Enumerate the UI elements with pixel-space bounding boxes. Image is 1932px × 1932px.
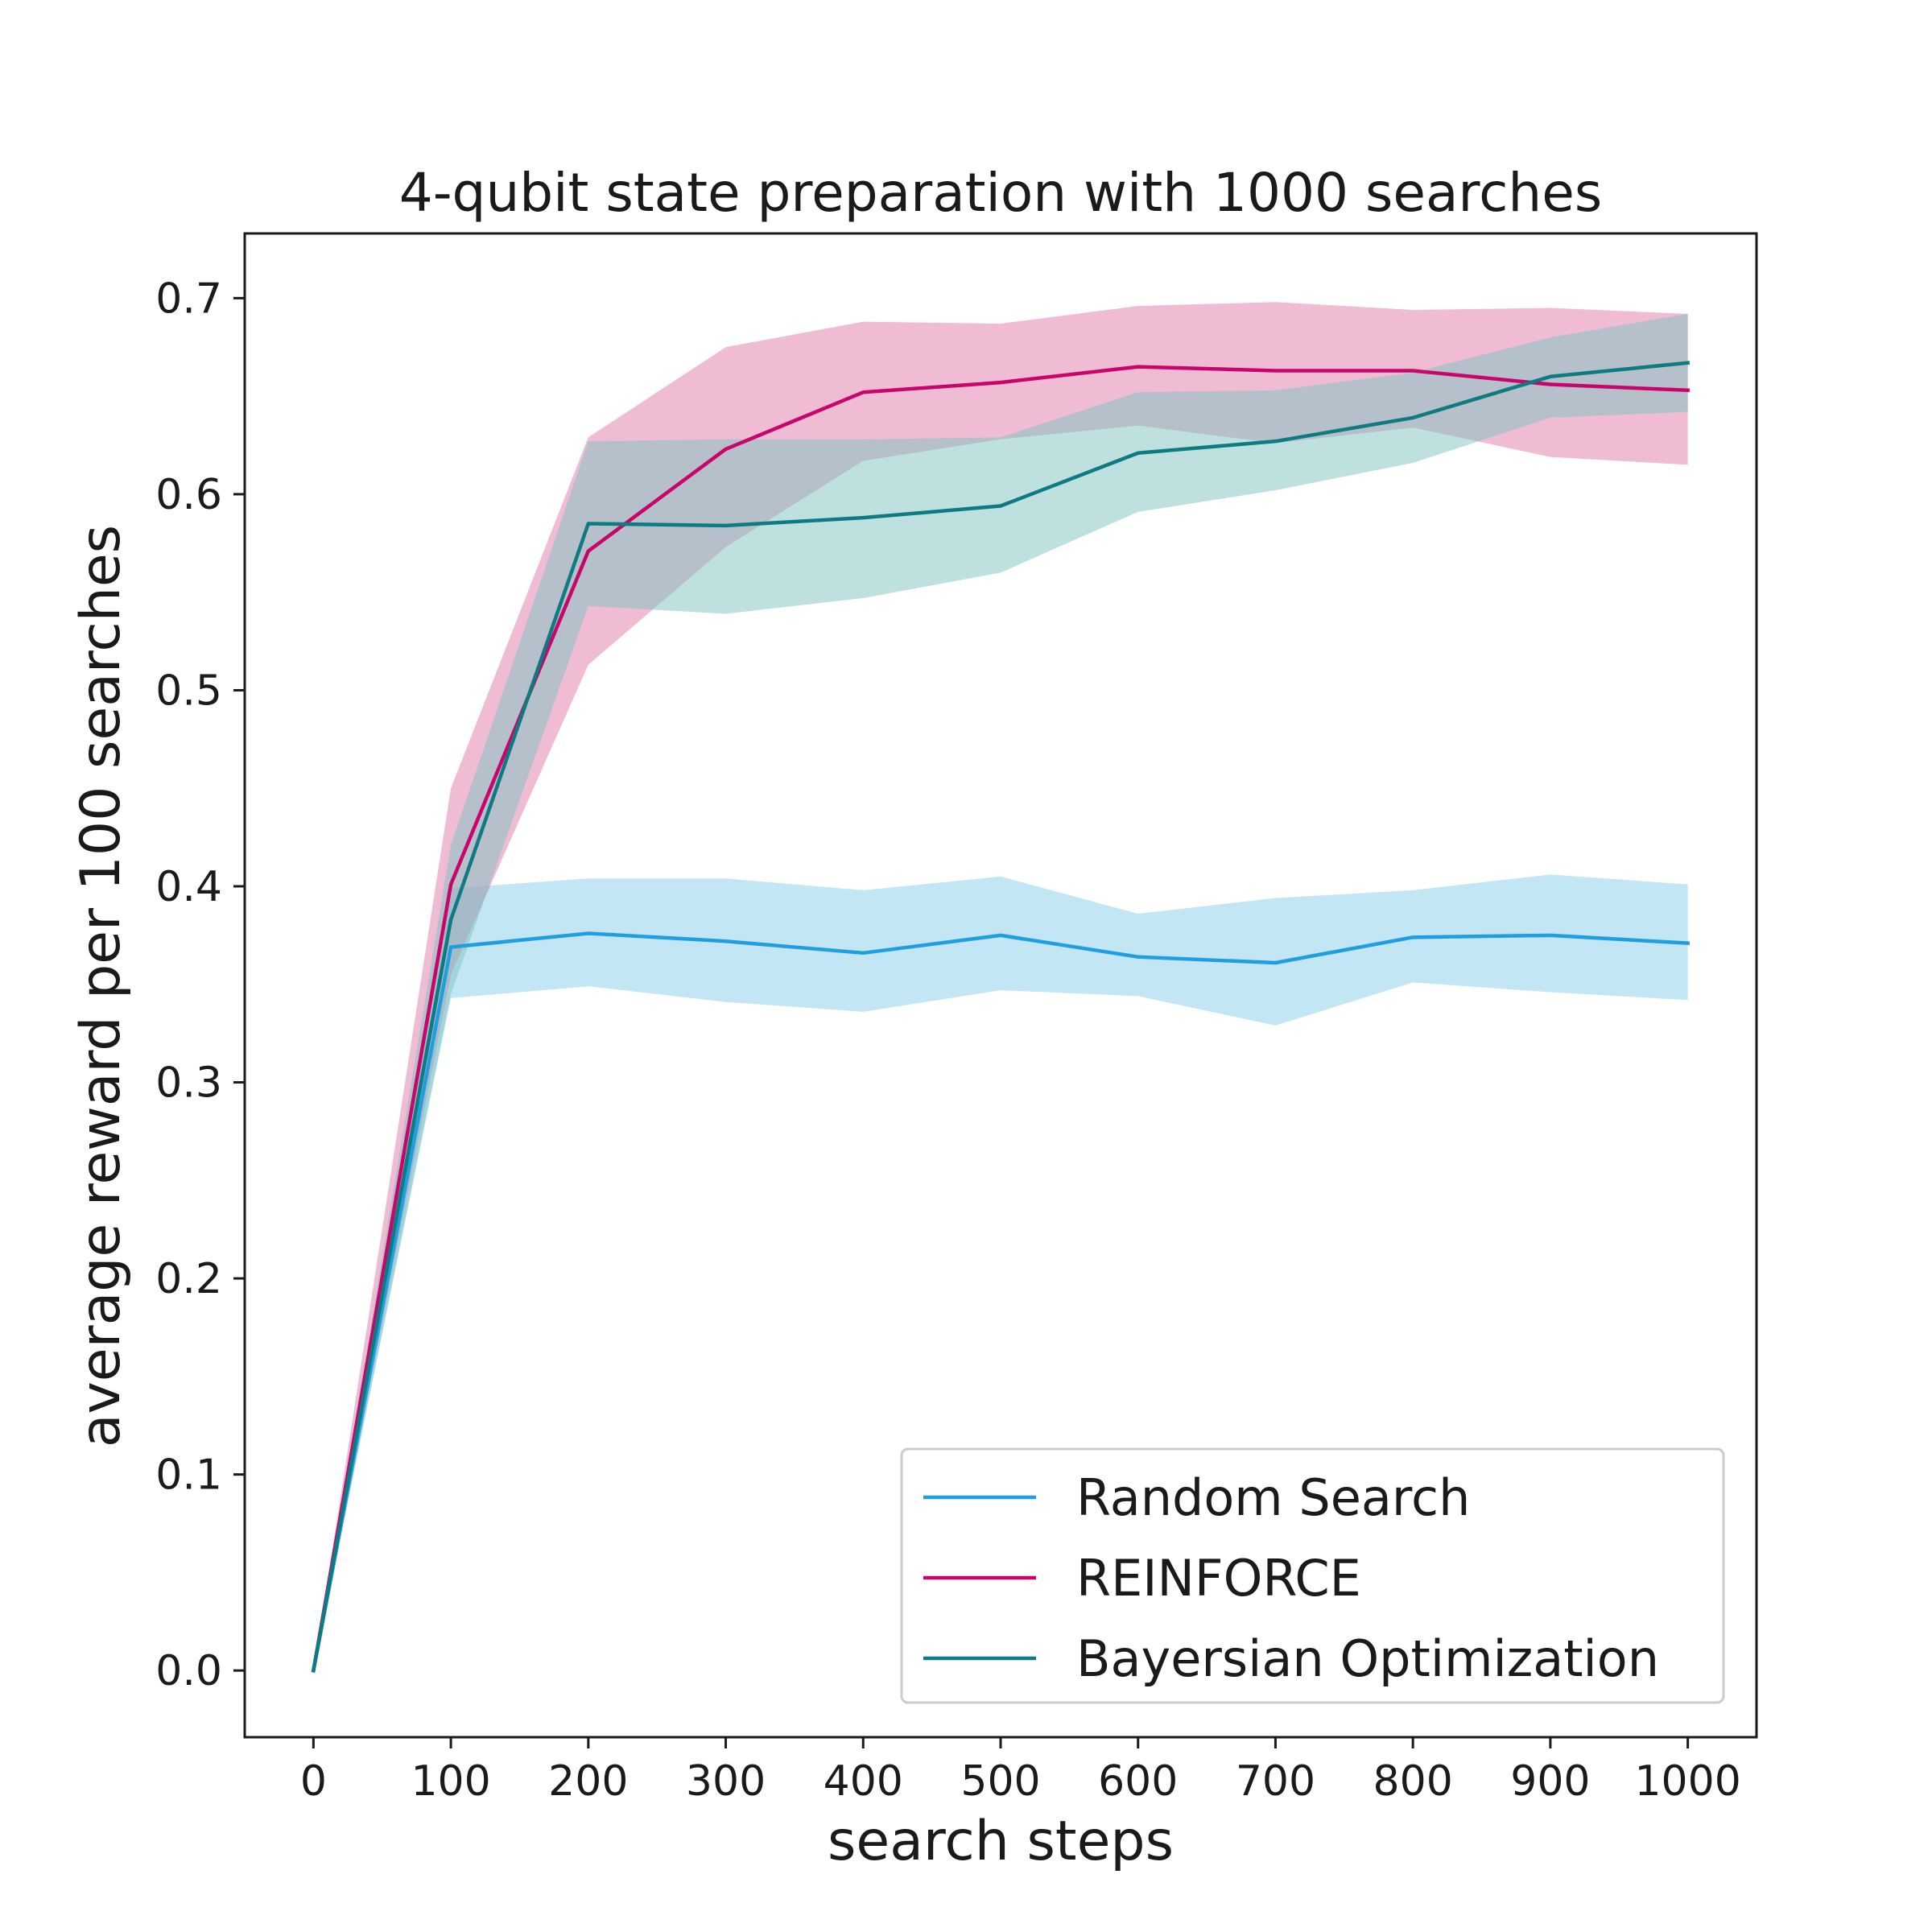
x-tick-label: 400 bbox=[824, 1757, 903, 1806]
x-axis-ticks: 0 100 200 300 400 500 600 700 800 900 1000 bbox=[300, 1737, 1741, 1806]
x-tick-label: 800 bbox=[1373, 1757, 1453, 1806]
x-axis-label: search steps bbox=[828, 1810, 1174, 1873]
legend: Random Search REINFORCE Bayersian Optimiza… bbox=[900, 1447, 1725, 1704]
y-axis-ticks: 0.0 0.1 0.2 0.3 0.4 0.5 0.6 0.7 bbox=[155, 275, 245, 1695]
y-tick-label: 0.2 bbox=[155, 1255, 222, 1303]
chart-title: 4-qubit state preparation with 1000 sear… bbox=[399, 162, 1602, 224]
y-tick-label: 0.0 bbox=[155, 1647, 222, 1695]
line-bayersian-optimization bbox=[311, 361, 1690, 1673]
x-tick-label: 600 bbox=[1098, 1757, 1178, 1806]
y-axis-label: average reward per 100 searches bbox=[69, 525, 133, 1447]
y-tick-label: 0.3 bbox=[155, 1059, 222, 1108]
y-tick-label: 0.1 bbox=[155, 1451, 222, 1500]
series-lines bbox=[311, 361, 1690, 1673]
legend-label: REINFORCE bbox=[1076, 1549, 1361, 1608]
legend-label: Bayersian Optimization bbox=[1076, 1629, 1659, 1688]
x-tick-label: 900 bbox=[1510, 1757, 1590, 1806]
x-tick-label: 700 bbox=[1236, 1757, 1315, 1806]
y-tick-label: 0.5 bbox=[155, 667, 222, 715]
x-tick-label: 100 bbox=[411, 1757, 490, 1806]
x-tick-label: 500 bbox=[960, 1757, 1040, 1806]
legend-label: Random Search bbox=[1076, 1468, 1470, 1527]
x-tick-label: 0 bbox=[300, 1757, 327, 1806]
line-reinforce bbox=[311, 365, 1690, 1673]
y-tick-label: 0.7 bbox=[155, 275, 222, 323]
y-tick-label: 0.6 bbox=[155, 471, 222, 519]
y-tick-label: 0.4 bbox=[155, 863, 222, 911]
x-tick-label: 200 bbox=[548, 1757, 628, 1806]
legend-box bbox=[900, 1447, 1725, 1704]
band-reinforce bbox=[313, 302, 1688, 1671]
x-tick-label: 1000 bbox=[1634, 1757, 1740, 1806]
x-tick-label: 300 bbox=[686, 1757, 766, 1806]
line-random-search bbox=[311, 931, 1690, 1673]
